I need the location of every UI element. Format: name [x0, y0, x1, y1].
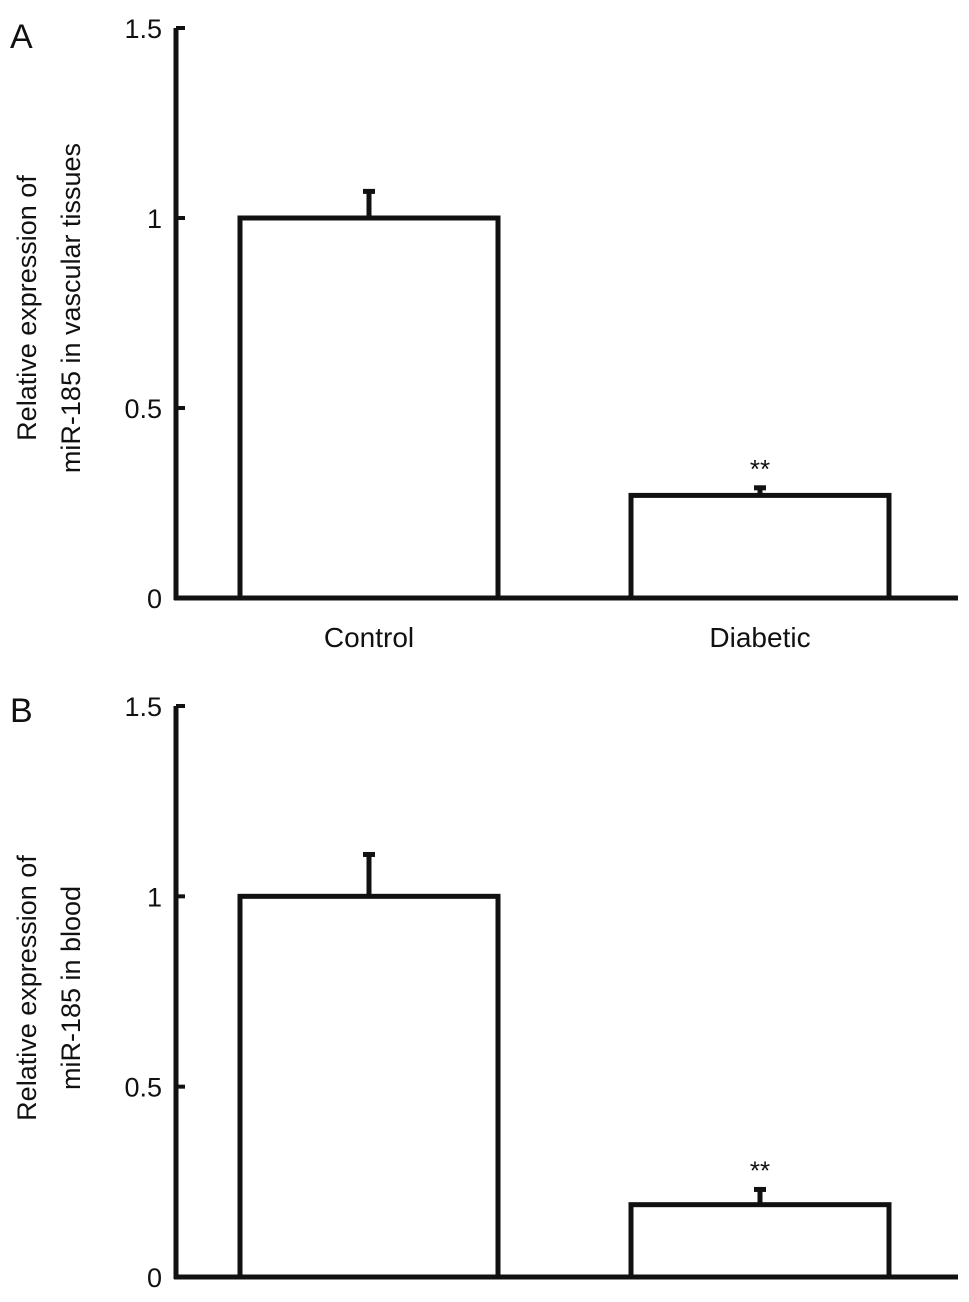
panel-letter: A [10, 18, 33, 56]
y-tick-label: 0.5 [124, 1073, 162, 1103]
y-axis-label-line: Relative expression of [12, 855, 42, 1121]
x-tick-label: Control [324, 622, 414, 653]
y-axis-label-line: Relative expression of [12, 175, 42, 441]
y-tick-label: 0 [147, 1263, 162, 1293]
y-tick-label: 0 [147, 584, 162, 614]
y-tick-label: 1 [147, 204, 162, 234]
x-tick-label: Diabetic [709, 622, 810, 653]
panel-b: B Relative expression of miR-185 in blood *… [10, 692, 958, 1293]
panel-letter: B [10, 692, 33, 730]
y-tick-label: 1 [147, 882, 162, 912]
y-axis-label-line: miR-185 in blood [56, 886, 86, 1090]
significance-marker: ** [750, 454, 770, 484]
y-axis-label-line: miR-185 in vascular tissues [56, 143, 86, 473]
bar-diabetic [628, 1202, 892, 1280]
significance-marker: ** [750, 1155, 770, 1185]
bar-control [237, 215, 501, 601]
y-tick-label: 0.5 [124, 394, 162, 424]
panel-a: A Relative expression of miR-185 in vascul… [10, 14, 958, 653]
y-tick-label: 1.5 [124, 692, 162, 722]
bar-control [237, 893, 501, 1280]
y-tick-label: 1.5 [124, 14, 162, 44]
bar-diabetic [628, 492, 892, 601]
